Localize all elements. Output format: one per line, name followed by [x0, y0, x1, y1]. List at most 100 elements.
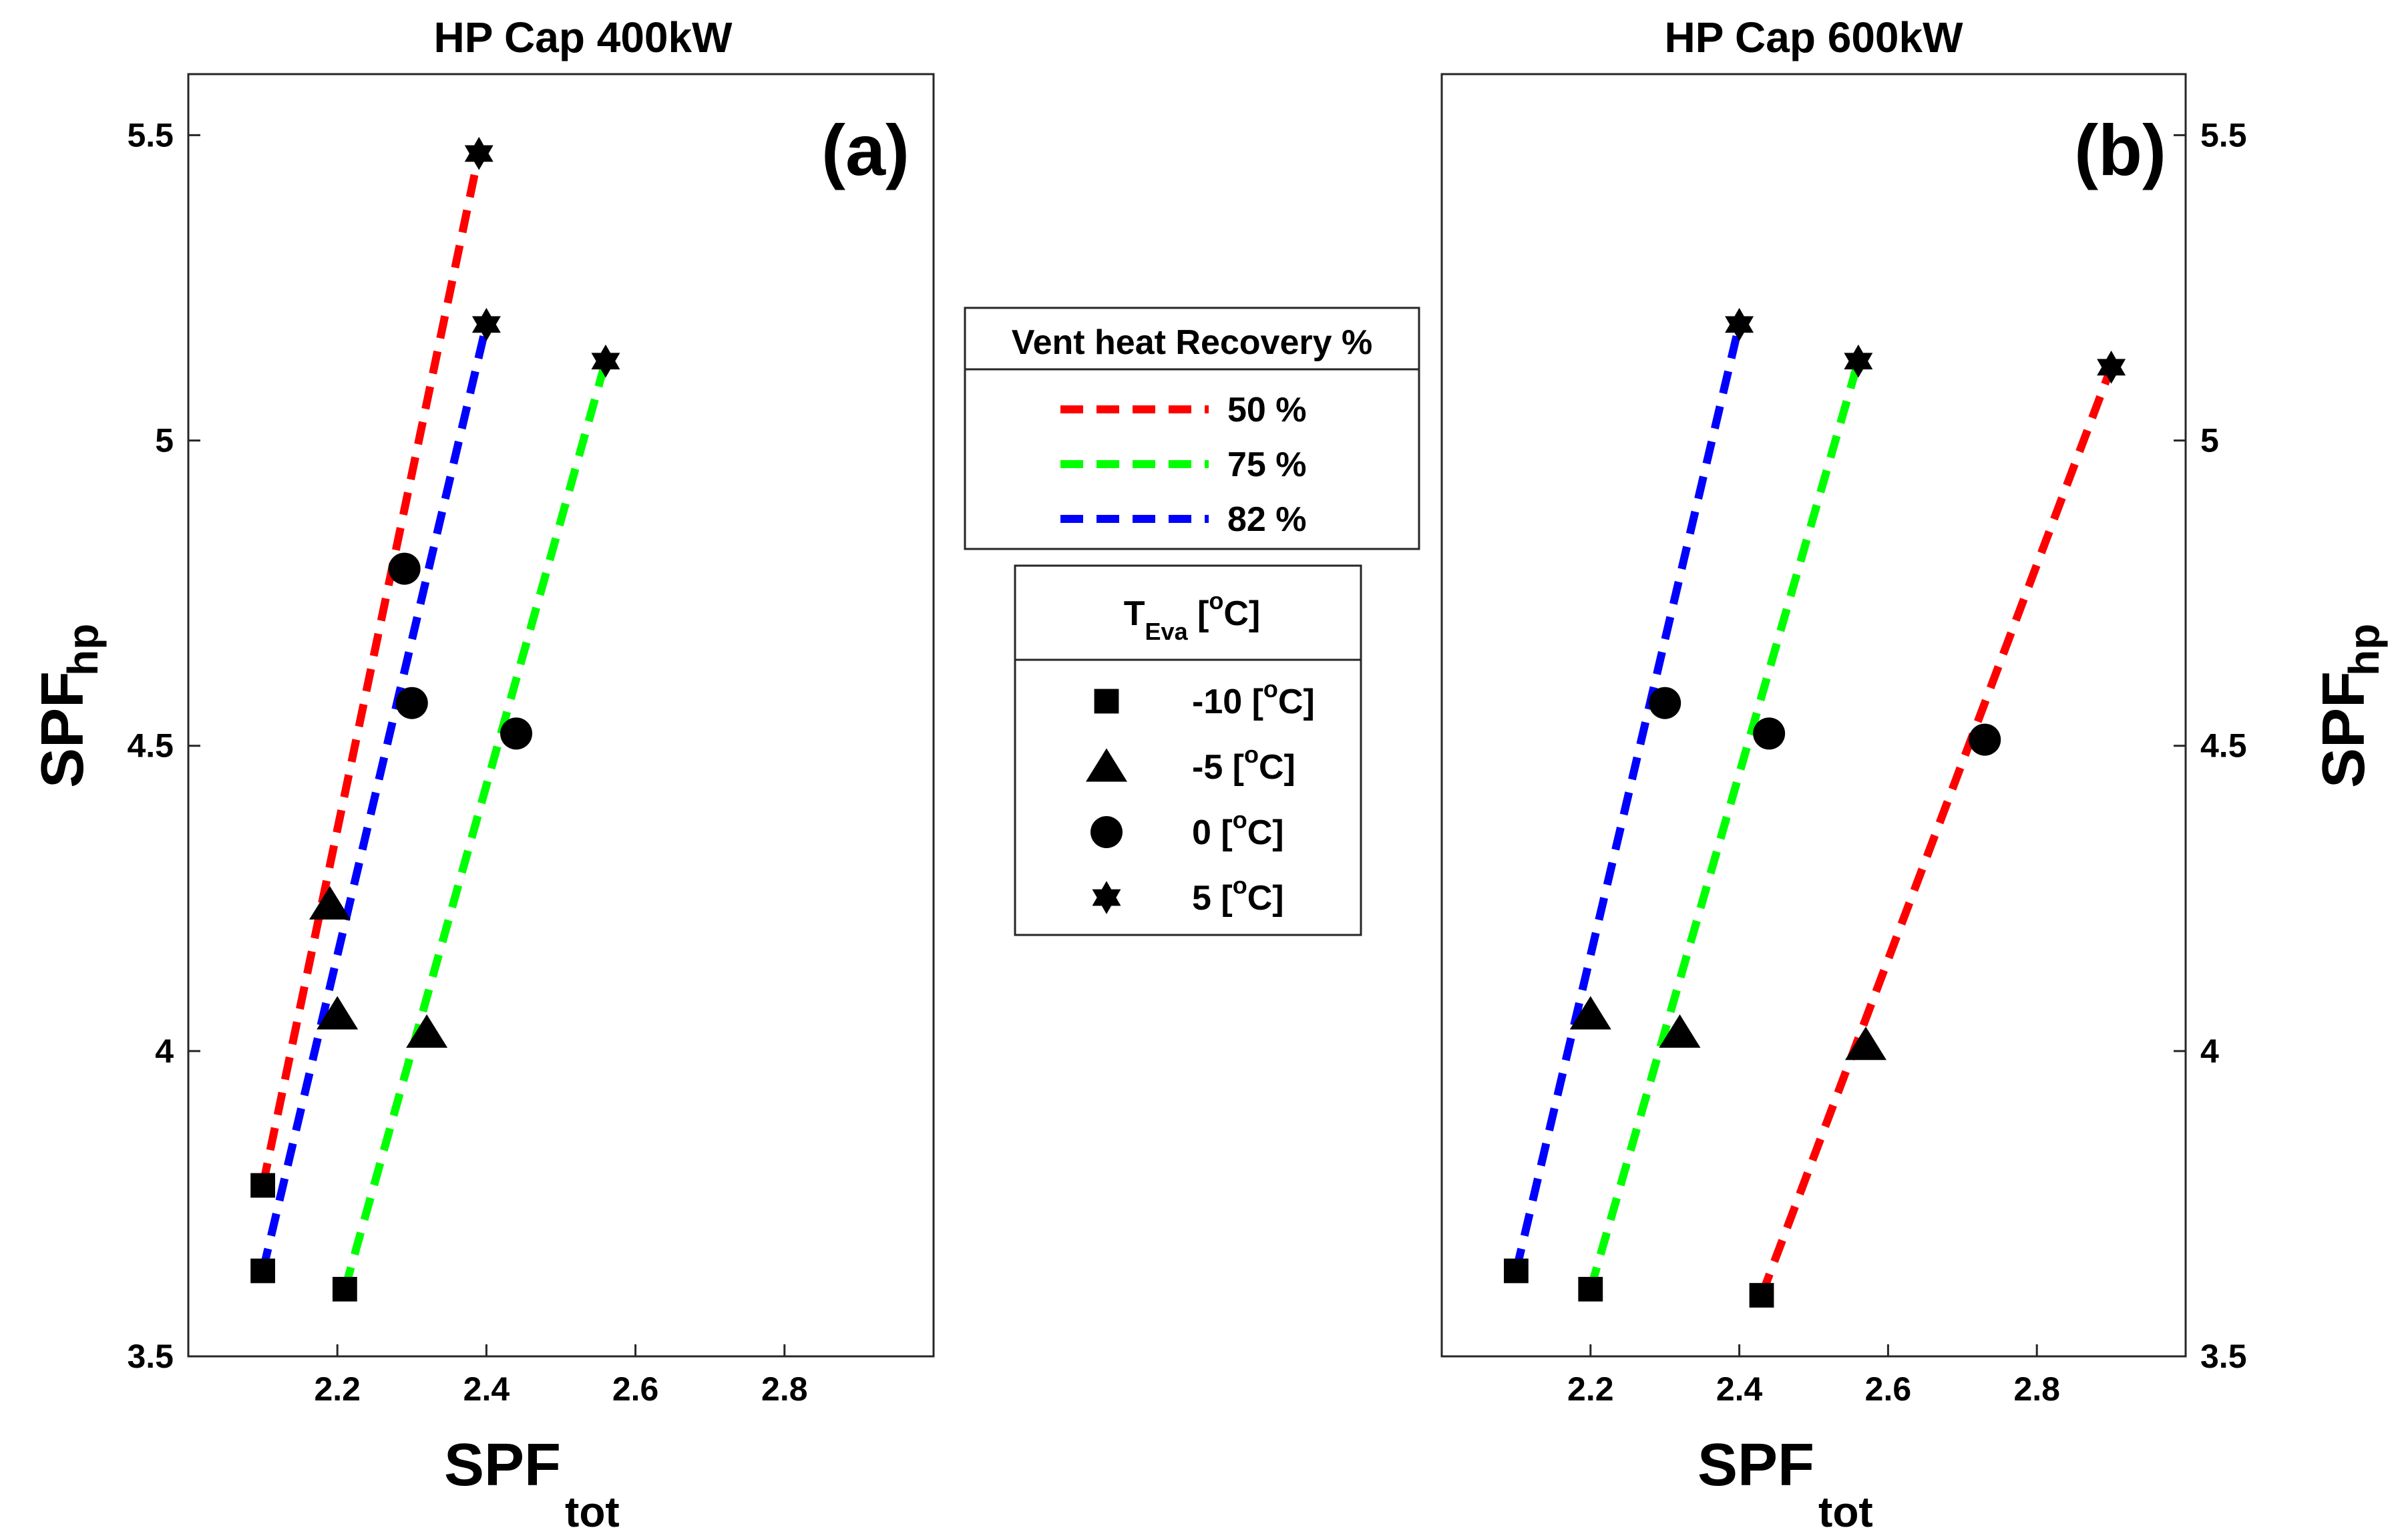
- data-point-50-teva5: [464, 137, 493, 170]
- ytick-label: 5: [155, 422, 174, 459]
- panel-b-xlabel-sub: tot: [1818, 1488, 1873, 1536]
- data-point-50-teva-10: [1749, 1283, 1774, 1308]
- data-point-50-teva0: [388, 552, 421, 585]
- xtick-label: 2.8: [761, 1370, 808, 1408]
- legend-teva-label-sup: o: [1244, 741, 1259, 768]
- data-point-75-teva5: [591, 344, 620, 378]
- legend-teva-label: 5 [oC]: [1192, 872, 1284, 918]
- trend-line-50: [1758, 365, 2116, 1297]
- panel-a-label: (a): [821, 110, 910, 190]
- panel-b-ylabel-main: SPF: [2311, 671, 2377, 788]
- ytick-label: 5.5: [2200, 116, 2247, 154]
- data-point-50-teva-5: [1844, 1026, 1886, 1061]
- panel-a-marks: [250, 137, 620, 1302]
- panel-a-ticks: 2.2 2.4 2.6 2.8 3.5 4 4.5 5 5.5: [127, 116, 807, 1408]
- legend-teva-label-pre: -10 [: [1192, 683, 1263, 721]
- data-point-75-teva0: [1753, 717, 1786, 750]
- ytick-label: 4: [155, 1032, 174, 1070]
- xtick-label: 2.8: [2013, 1370, 2060, 1408]
- xtick-label: 2.2: [1567, 1370, 1614, 1408]
- legend-teva-label: -5 [oC]: [1192, 741, 1295, 787]
- ytick-label: 4: [2200, 1032, 2219, 1070]
- panel-b-title: HP Cap 600kW: [1665, 13, 1964, 61]
- ytick-label: 5: [2200, 422, 2219, 459]
- data-point-82-teva0: [395, 687, 428, 719]
- data-point-75-teva0: [500, 717, 533, 750]
- legend-teva-label-pre: -5 [: [1192, 748, 1244, 787]
- panel-b: HP Cap 600kW 2.2 2.4 2.6 2.8 3.5 4 4.5 5 5.5 (b)…: [1440, 13, 2388, 1536]
- panel-a-title: HP Cap 400kW: [434, 13, 733, 61]
- ytick-label: 3.5: [127, 1338, 174, 1375]
- trend-line-75: [1587, 360, 1862, 1291]
- data-point-82-teva-10: [250, 1258, 275, 1284]
- ytick-label: 4.5: [127, 727, 174, 765]
- legend-teva-title-sup: o: [1209, 587, 1223, 614]
- panel-b-label: (b): [2074, 110, 2166, 190]
- data-point-75-teva5: [1844, 344, 1873, 378]
- legend-vent-box: [964, 307, 1420, 550]
- panel-b-axes-box: [1440, 73, 2187, 1358]
- data-point-82-teva5: [471, 308, 501, 341]
- legend-teva-title-rest: [: [1188, 594, 1209, 633]
- legend-teva-label-pre: 5 [: [1192, 879, 1233, 918]
- legend-teva-label: -10 [oC]: [1192, 675, 1315, 721]
- panel-b-xlabel-main: SPF: [1698, 1432, 1814, 1499]
- ytick-label: 4.5: [2200, 727, 2247, 765]
- data-point-82-teva0: [1649, 687, 1681, 719]
- legend-vent-items: 50 % 75 % 82 %: [1060, 391, 1307, 539]
- data-point-75-teva-5: [1659, 1014, 1701, 1048]
- panel-a-ylabel: SPF hp: [29, 624, 107, 788]
- panel-b-ticks: 2.2 2.4 2.6 2.8 3.5 4 4.5 5 5.5: [1567, 116, 2246, 1408]
- legend-teva-box: [1014, 564, 1362, 936]
- data-point-75-teva-10: [1578, 1277, 1603, 1302]
- panel-a-xlabel-main: SPF: [444, 1432, 561, 1499]
- legend-teva-label-post: C]: [1259, 748, 1295, 787]
- xtick-label: 2.2: [314, 1370, 361, 1408]
- legend-teva-hexagram-icon: [1092, 881, 1121, 914]
- xtick-label: 2.6: [1865, 1370, 1912, 1408]
- panel-a-ylabel-main: SPF: [29, 671, 96, 788]
- legend-teva-title-sub: Eva: [1145, 618, 1189, 645]
- legend-teva-label-sup: o: [1233, 806, 1247, 833]
- legend-teva-label-post: C]: [1247, 879, 1284, 918]
- panel-a-xlabel-sub: tot: [565, 1488, 620, 1536]
- legend-teva-title-end: C]: [1223, 594, 1260, 633]
- legend-teva-label-sup: o: [1233, 872, 1247, 899]
- data-point-50-teva-10: [250, 1173, 275, 1198]
- panel-b-ylabel: SPF hp: [2311, 624, 2388, 788]
- legend-teva: TEva [oC] -10 [oC]-5 [oC]0 [oC]5 [oC]: [1014, 564, 1362, 936]
- trend-line-82: [1512, 323, 1744, 1272]
- legend-teva-label-sup: o: [1263, 675, 1278, 703]
- trend-line-82: [258, 323, 491, 1272]
- panel-a-axes-box: [187, 73, 935, 1358]
- ytick-label: 5.5: [127, 116, 174, 154]
- legend-teva-label-post: C]: [1278, 683, 1315, 721]
- data-point-50-teva5: [2097, 351, 2126, 384]
- data-point-82-teva-5: [1569, 996, 1611, 1030]
- data-point-82-teva-10: [1504, 1258, 1529, 1284]
- legend-teva-items: -10 [oC]-5 [oC]0 [oC]5 [oC]: [1086, 675, 1315, 918]
- panel-b-ylabel-sub: hp: [2340, 624, 2388, 676]
- data-point-82-teva5: [1725, 308, 1754, 341]
- xtick-label: 2.4: [1716, 1370, 1763, 1408]
- legend-teva-triangle-icon: [1086, 748, 1127, 782]
- trend-line-75: [341, 360, 610, 1291]
- legend-teva-label: 0 [oC]: [1192, 806, 1284, 852]
- legend-teva-label-pre: 0 [: [1192, 813, 1233, 852]
- data-point-50-teva0: [1969, 723, 2001, 756]
- panel-b-marks: [1504, 308, 2126, 1308]
- data-point-50-teva-5: [309, 886, 351, 920]
- panel-a: HP Cap 400kW 2.2 2.4 2.6 2.8 3.5 4 4.5 5 5.5 (a)…: [29, 13, 935, 1536]
- data-point-75-teva-5: [406, 1014, 448, 1048]
- trend-line-50: [258, 152, 483, 1187]
- xtick-label: 2.6: [612, 1370, 659, 1408]
- legend-teva-title: TEva [oC]: [1124, 587, 1260, 645]
- legend-teva-label-post: C]: [1247, 813, 1284, 852]
- legend-vent-label: 82 %: [1227, 500, 1307, 539]
- legend-teva-circle-icon: [1090, 816, 1123, 848]
- ytick-label: 3.5: [2200, 1338, 2247, 1375]
- data-point-75-teva-10: [332, 1277, 357, 1302]
- legend-vent-label: 50 %: [1227, 391, 1307, 429]
- panel-a-ylabel-sub: hp: [59, 624, 107, 676]
